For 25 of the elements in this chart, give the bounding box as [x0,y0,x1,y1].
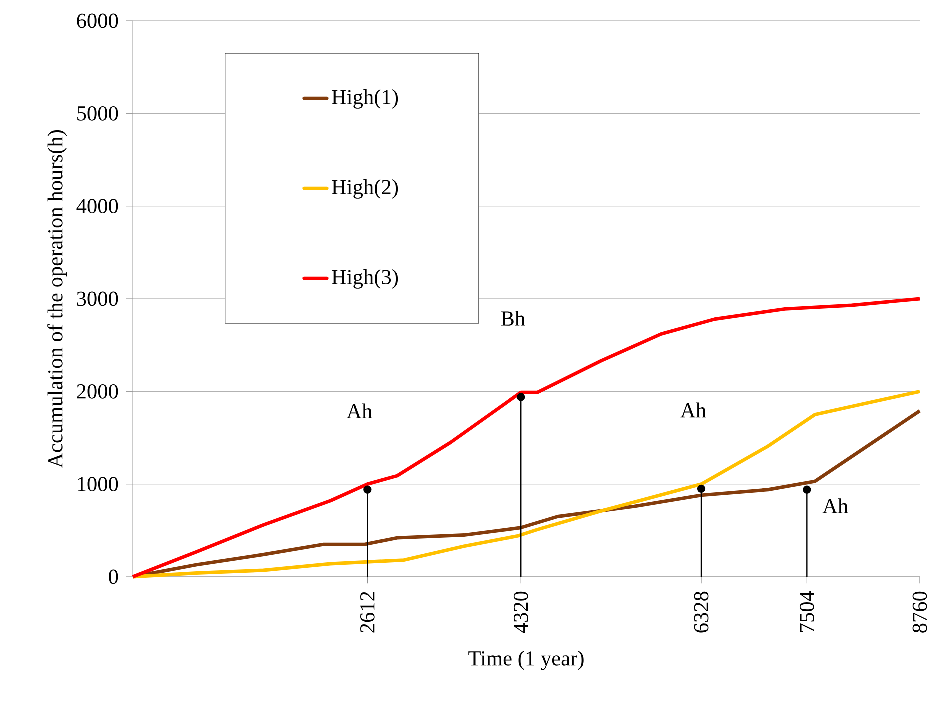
legend-label: High(3) [332,270,398,289]
annotation: Bh [501,310,526,326]
y-tick-label: 3000 [77,292,118,306]
annotation: Ah [822,498,848,514]
y-tick-label: 6000 [77,14,118,28]
x-tick-label: 7504 [800,591,814,632]
y-tick-label: 5000 [78,106,118,121]
x-tick-label: 6328 [694,592,709,633]
y-axis-title: Accumulation of the operation hours(h) [48,130,68,468]
y-tick-label: 1000 [78,477,118,492]
x-tick-label: 2612 [360,592,375,633]
y-tick-label: 0 [109,570,118,584]
x-tick-label: 4320 [514,592,528,634]
x-tick-label: 8760 [912,592,928,633]
y-tick-label: 4000 [76,199,118,214]
legend-label: High(2) [332,180,398,199]
y-tick-label: 2000 [77,384,118,399]
annotation: Ah [680,402,706,418]
point [803,486,812,494]
point [697,484,706,494]
annotation: Ah [346,404,372,419]
point [364,486,372,494]
legend-label: High(1) [332,90,398,109]
point [517,393,526,402]
x-axis-title: Time (1 year) [468,650,584,670]
